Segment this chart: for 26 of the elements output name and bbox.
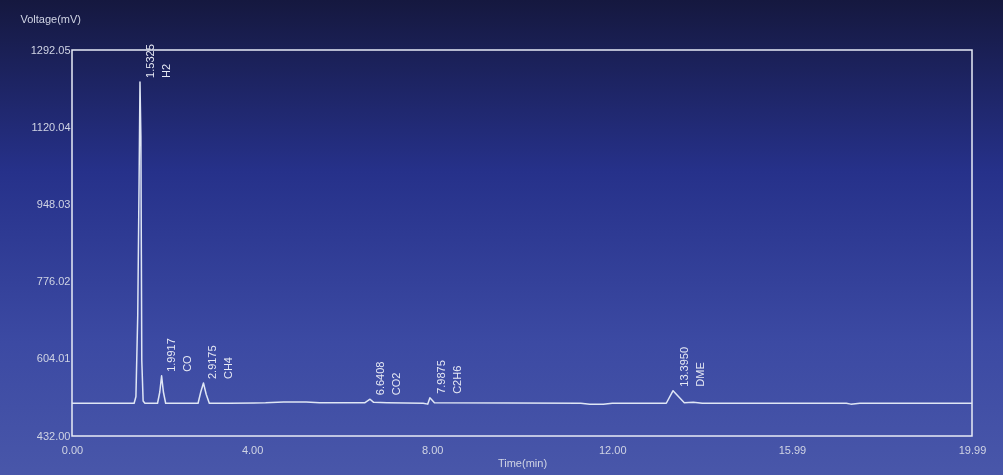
annotation: H2 (160, 63, 172, 78)
x-tick-label: 19.99 (958, 443, 987, 456)
annotation: CH4 (222, 357, 235, 380)
x-tick-label: 8.00 (421, 443, 444, 456)
annotation: 6.6408 (373, 361, 386, 396)
y-tick-label: 776.02 (36, 275, 71, 288)
x-tick-label: 15.99 (778, 443, 807, 456)
annotation: 2.9175 (206, 345, 219, 380)
annotation: 1.5325 (144, 44, 156, 78)
x-tick-label: 12.00 (599, 443, 627, 456)
annotation: C2H6 (450, 365, 463, 394)
y-tick-label: 432.00 (36, 429, 71, 442)
y-tick-label: 604.01 (36, 352, 71, 365)
annotation: 13.3950 (678, 346, 691, 387)
y-tick-label: 1120.04 (31, 120, 71, 133)
x-tick-label: 0.00 (61, 443, 84, 456)
annotation: DME (694, 362, 707, 387)
annotation: 7.9875 (434, 360, 447, 394)
annotation: CO2 (389, 372, 402, 396)
y-tick-label: 1292.05 (30, 43, 71, 56)
y-axis-title: Voltage(mV) (20, 12, 82, 25)
y-tick-label: 948.03 (36, 197, 71, 210)
annotation: CO (180, 354, 193, 372)
x-axis-title: Time(min) (497, 456, 548, 469)
annotation: 1.9917 (164, 338, 177, 372)
x-tick-label: 4.00 (241, 443, 264, 456)
